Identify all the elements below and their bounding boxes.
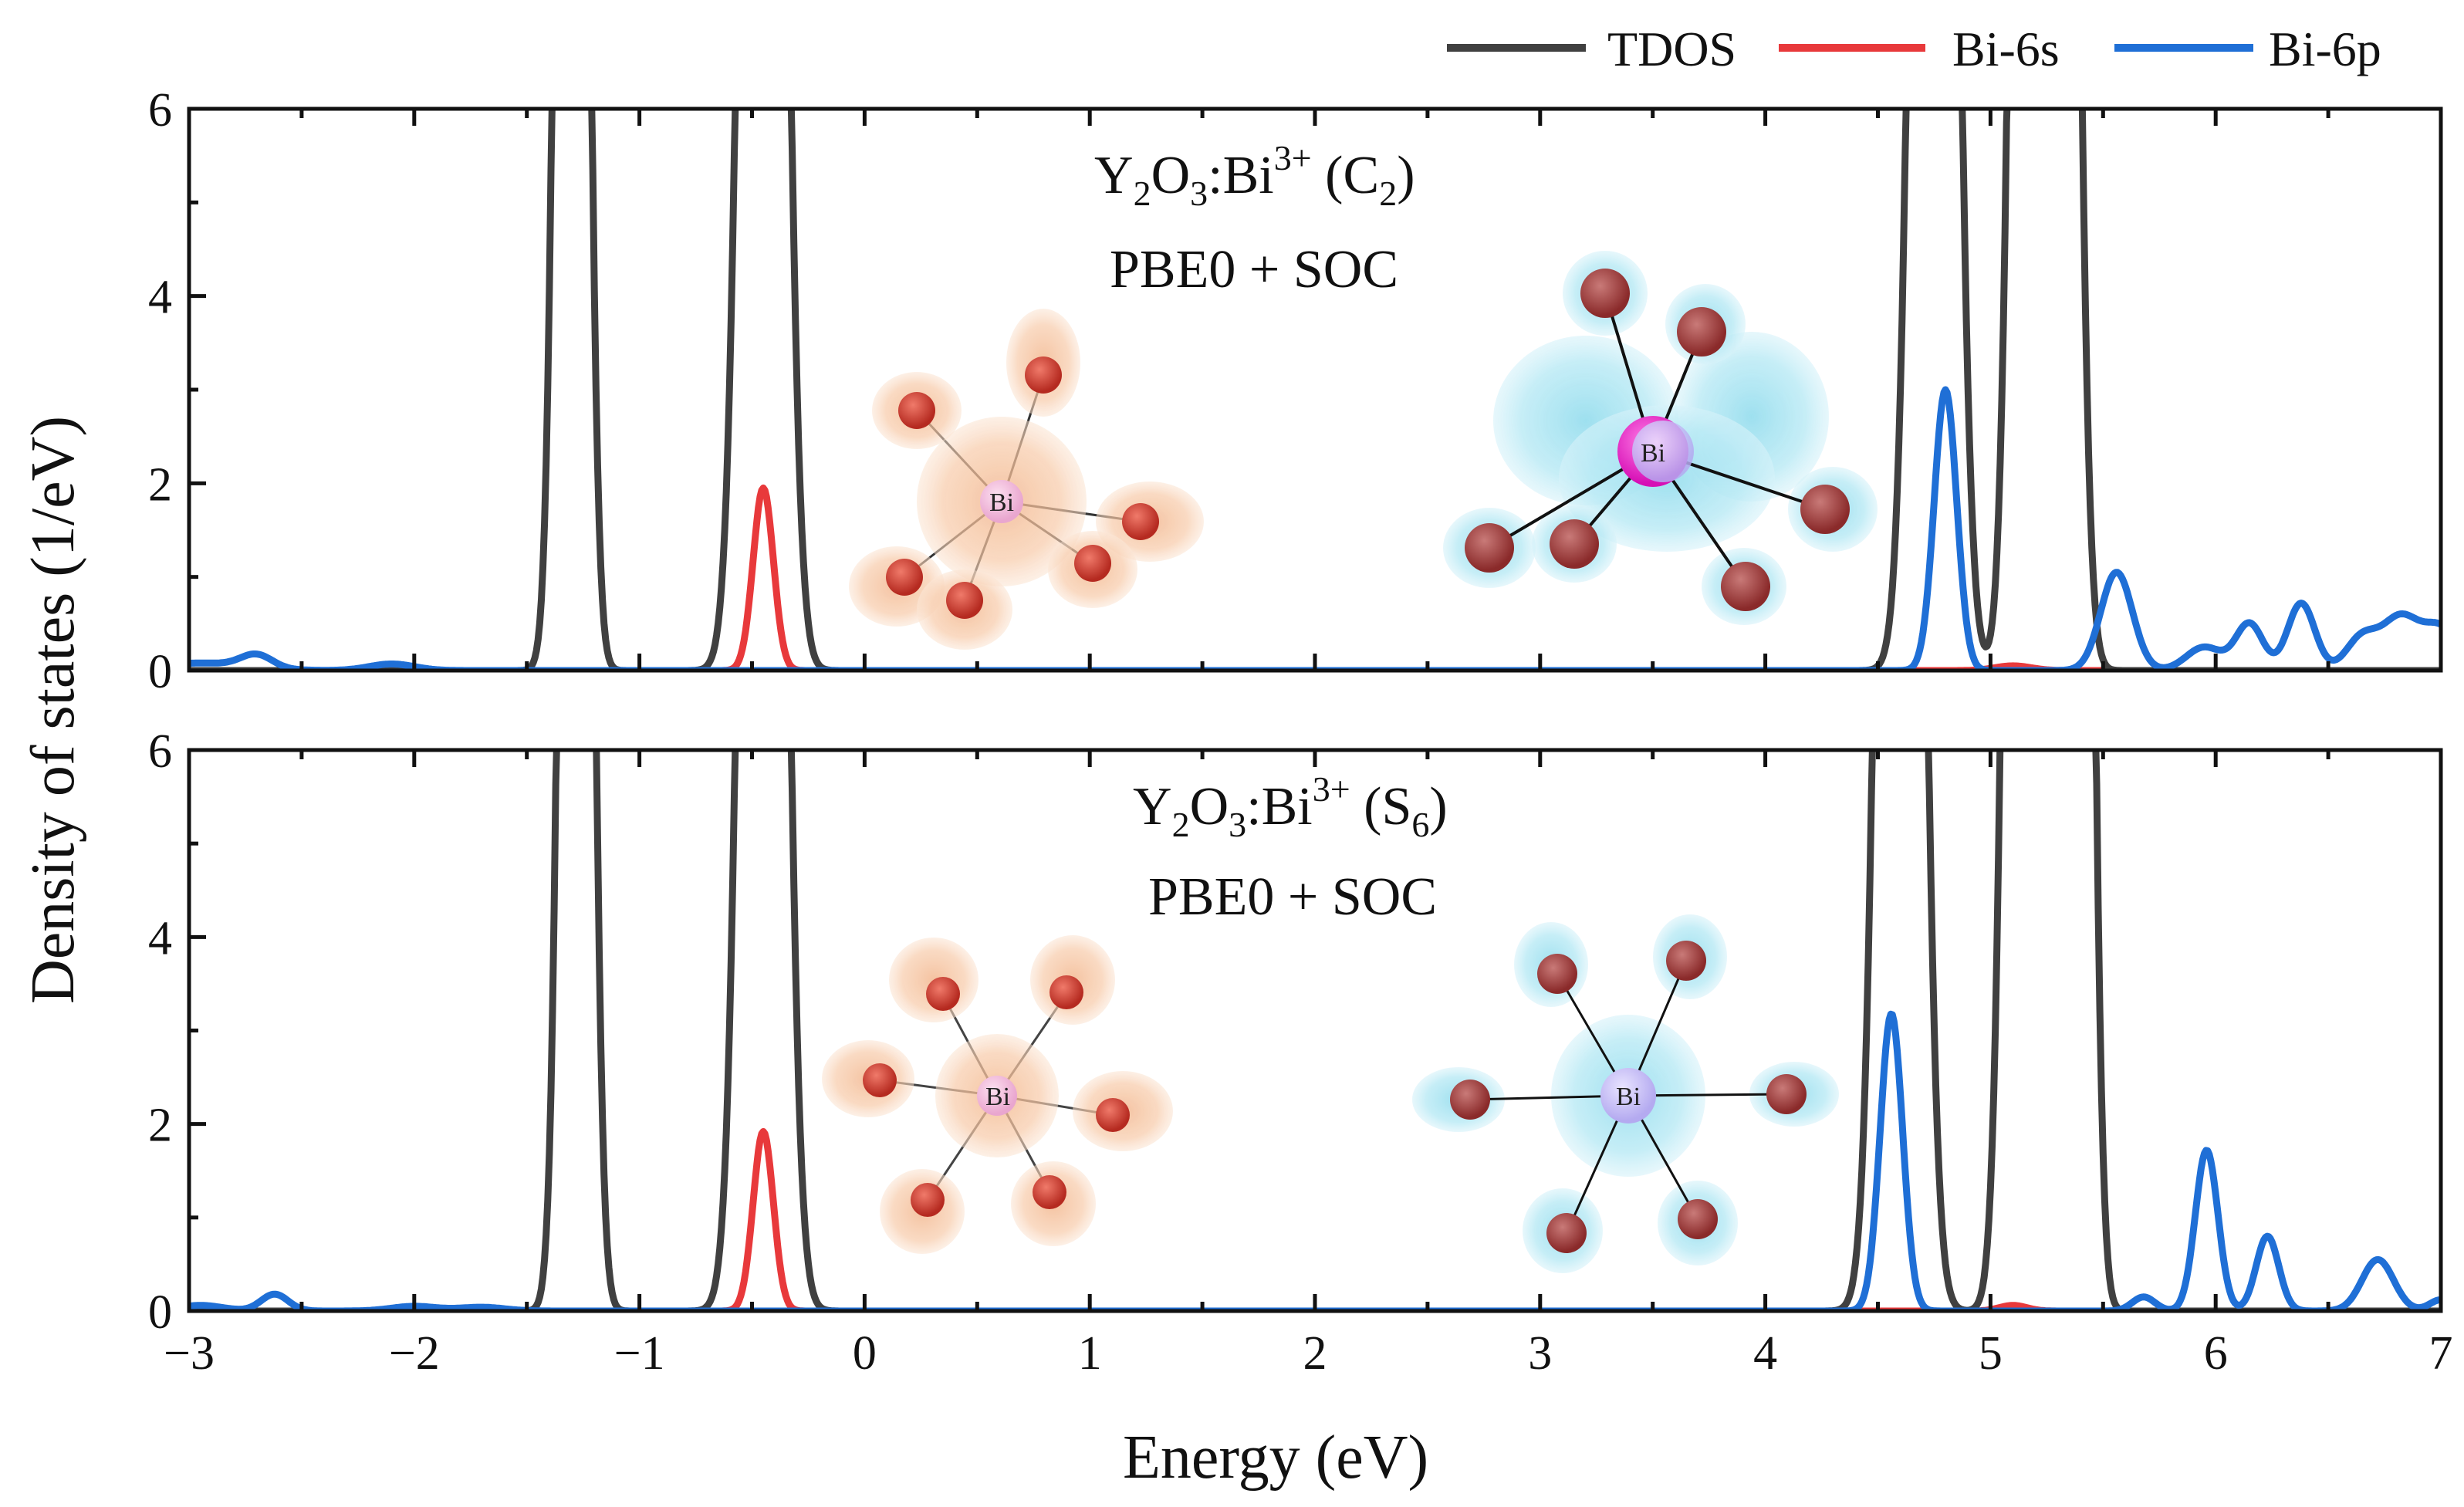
x-tick-label: 3 (1528, 1327, 1552, 1380)
y-tick-label-top: 6 (148, 84, 172, 137)
inset-bottom-right-bi-label: Bi (1616, 1083, 1641, 1111)
panel-bottom: 0 2 4 6 −3 −2 −1 0 1 2 3 4 5 6 7 (148, 725, 2453, 1380)
legend-entry-bi6p[interactable]: Bi-6p (2114, 22, 2381, 76)
y-tick-label-bottom: 2 (148, 1100, 172, 1152)
legend-label-bi6s: Bi-6s (1952, 22, 2060, 76)
y-tick-label-bottom: 4 (148, 912, 172, 965)
panel-bottom-title: Y2O3:Bi3+ (S6) PBE0 + SOC (1133, 769, 1448, 927)
inset-bottom-left-bi-label: Bi (985, 1083, 1010, 1111)
legend-entry-bi6s[interactable]: Bi-6s (1779, 22, 2060, 76)
panel-bottom-formula: Y2O3:Bi3+ (S6) (1133, 769, 1448, 844)
inset-top-left-molecule: Bi (849, 309, 1204, 650)
x-tick-label: 2 (1303, 1327, 1327, 1380)
inset-top-left-bi-label: Bi (989, 488, 1014, 517)
panel-top-formula: Y2O3:Bi3+ (C2) (1094, 138, 1415, 213)
x-tick-label: −2 (389, 1327, 440, 1380)
legend-label-tdos: TDOS (1607, 22, 1736, 76)
panel-top: 0 2 4 6 (148, 84, 2443, 698)
inset-top-right-bi-label: Bi (1641, 439, 1665, 468)
panel-bottom-method: PBE0 + SOC (1148, 867, 1437, 927)
y-tick-label-bottom: 0 (148, 1286, 172, 1339)
x-tick-label: 4 (1753, 1327, 1777, 1380)
legend-label-bi6p: Bi-6p (2269, 22, 2381, 76)
legend: TDOS Bi-6s Bi-6p (1447, 22, 2381, 76)
inset-bottom-left-molecule: Bi (822, 935, 1173, 1254)
series-bi6p-top (189, 386, 2441, 671)
y-tick-label-top: 2 (148, 458, 172, 511)
series-bi6s-top (189, 484, 2441, 671)
x-tick-label: 5 (1979, 1327, 2003, 1380)
inset-top-right-molecule: Bi (1443, 251, 1878, 625)
x-axis-title: Energy (eV) (1123, 1424, 1428, 1492)
y-axis-title: Density of states (1/eV) (19, 416, 87, 1004)
panel-top-method: PBE0 + SOC (1110, 240, 1398, 299)
y-tick-label-top: 0 (148, 646, 172, 698)
y-tick-label-bottom: 6 (148, 725, 172, 778)
x-tick-label: 1 (1078, 1327, 1102, 1380)
inset-bottom-right-molecule: Bi (1412, 914, 1839, 1273)
x-tick-label: 6 (2204, 1327, 2228, 1380)
y-tick-label-top: 4 (148, 272, 172, 324)
panel-top-title: Y2O3:Bi3+ (C2) PBE0 + SOC (1094, 138, 1415, 299)
x-tick-label: 0 (853, 1327, 877, 1380)
x-tick-label: −3 (164, 1327, 215, 1380)
legend-entry-tdos[interactable]: TDOS (1447, 22, 1736, 76)
x-tick-label: 7 (2429, 1327, 2453, 1380)
x-tick-label: −1 (614, 1327, 665, 1380)
